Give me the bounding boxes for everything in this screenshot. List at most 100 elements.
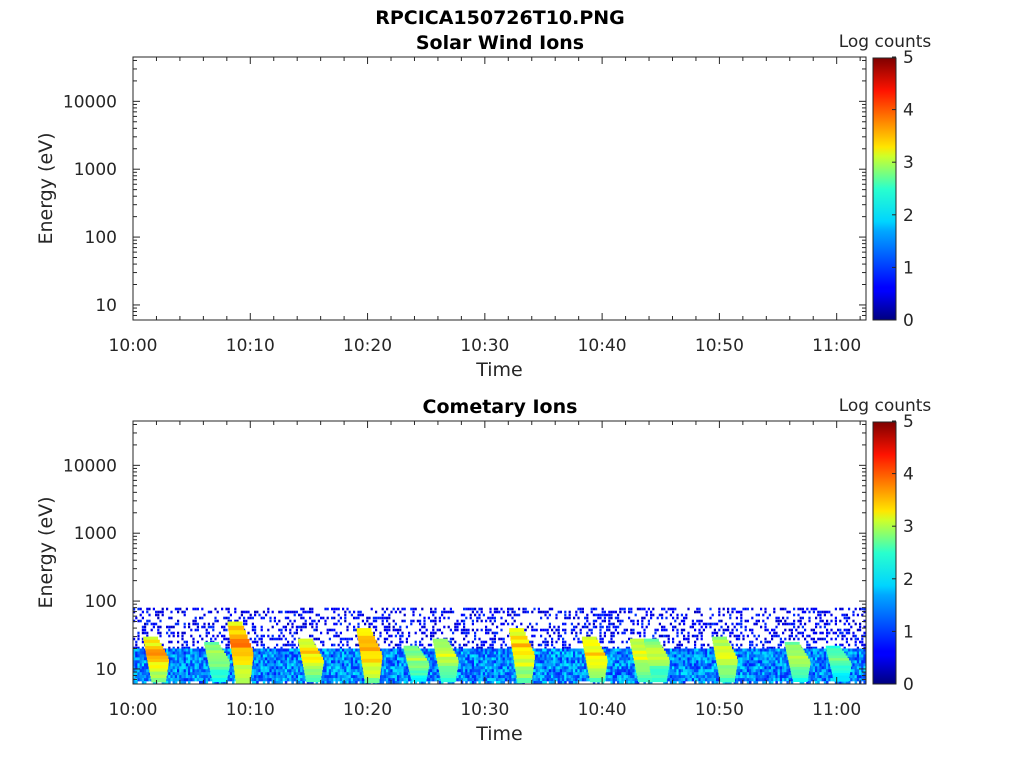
heatmap-cell [447,610,450,614]
heatmap-cell [254,660,257,664]
heatmap-cell [705,648,708,652]
heatmap-cell [735,610,738,614]
heatmap-cell [322,651,325,655]
heatmap-cell [636,631,639,635]
heatmap-cell [370,622,373,626]
heatmap-cell [630,669,633,673]
heatmap-cell [271,610,274,614]
heatmap-cell [262,678,266,682]
heatmap-cell [258,669,261,673]
heatmap-cell [568,610,571,614]
heatmap-cell [183,622,186,626]
heatmap-cell [478,663,481,667]
heatmap-cell [229,648,233,652]
heatmap-cell [513,610,516,614]
heatmap-cell [612,669,616,673]
heatmap-cell [617,613,620,617]
heatmap-cell [698,681,701,685]
heatmap-cell [159,631,162,635]
heatmap-cell [280,637,283,641]
heatmap-cell [403,613,406,617]
heatmap-cell [379,648,382,652]
heatmap-cell [469,678,473,682]
heatmap-cell [170,666,173,670]
heatmap-cell [848,616,851,620]
heatmap-cell [625,651,629,655]
heatmap-cell [584,657,587,661]
heatmap-cell [265,666,268,670]
heatmap-cell [170,663,173,667]
heatmap-cell [691,619,694,623]
heatmap-cell [496,663,499,667]
heatmap-cell [280,654,283,658]
heatmap-cell [614,675,618,679]
heatmap-cell [621,666,624,670]
heatmap-cell [698,619,701,623]
heatmap-cell [284,657,288,661]
heatmap-cell [260,663,264,667]
heatmap-cell [223,616,226,620]
heatmap-cell [751,616,754,620]
heatmap-cell [141,669,145,673]
heatmap-cell [850,625,853,629]
heatmap-cell [390,666,393,670]
heatmap-cell [227,672,231,676]
heatmap-cell [863,646,866,650]
heatmap-cell [676,657,679,661]
heatmap-cell [216,610,219,614]
heatmap-cell [254,675,257,679]
heatmap-cell [610,675,613,679]
heatmap-cell [603,631,606,635]
heatmap-cell [680,660,684,664]
heatmap-cell [412,613,415,617]
heatmap-cell [731,607,734,611]
heatmap-cell [564,663,567,667]
heatmap-cell [537,669,541,673]
heatmap-cell [557,654,561,658]
heatmap-cell [386,625,389,629]
heatmap-cell [581,669,585,673]
heatmap-cell [606,678,609,682]
heatmap-cell [509,672,512,676]
heatmap-cell [199,663,202,667]
heatmap-cell [498,648,501,652]
heatmap-cell [621,607,624,611]
heatmap-cell [546,610,549,614]
heatmap-cell [309,610,312,614]
heatmap-cell [555,628,558,632]
heatmap-cell [632,628,635,632]
heatmap-cell [201,657,204,661]
heatmap-cell [643,628,646,632]
heatmap-cell [537,643,540,647]
heatmap-cell [282,672,286,676]
heatmap-cell [262,672,266,676]
heatmap-cell [577,675,580,679]
heatmap-cell [735,675,739,679]
heatmap-cell [535,678,539,682]
heatmap-cell [251,640,254,644]
heatmap-cell [643,681,646,685]
heatmap-cell [260,628,263,632]
heatmap-cell [513,613,516,617]
heatmap-cell [141,654,145,658]
heatmap-cell [533,669,536,673]
heatmap-cell [339,646,342,650]
heatmap-cell [214,616,217,620]
heatmap-cell [856,637,859,641]
heatmap-cell [555,654,558,658]
heatmap-cell [623,678,627,682]
heatmap-cell [489,619,492,623]
heatmap-cell [491,643,494,647]
heatmap-cell [777,634,780,638]
heatmap-cell [683,681,686,685]
heatmap-cell [742,675,745,679]
heatmap-cell [133,657,136,661]
heatmap-cell [456,619,459,623]
heatmap-cell [711,663,715,667]
heatmap-cell [579,631,582,635]
heatmap-cell [601,607,604,611]
heatmap-cell [181,672,184,676]
heatmap-cell [570,622,573,626]
heatmap-cell [355,675,358,679]
heatmap-cell [287,669,290,673]
